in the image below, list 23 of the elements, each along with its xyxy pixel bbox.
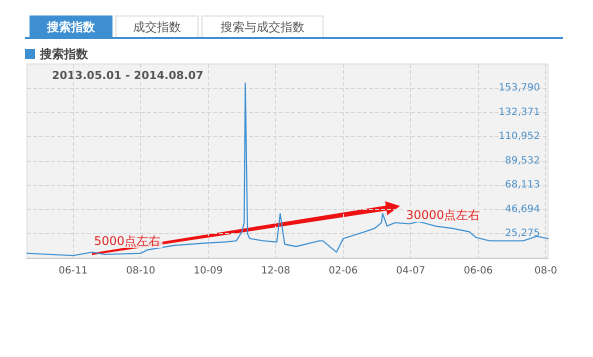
text: 2013.05.01 - 2014.08.07 — [52, 69, 204, 82]
x-tick-label: 06-11 — [58, 266, 88, 276]
x-tick-label: 08-10 — [126, 266, 156, 276]
x-tick-label: 02-06 — [328, 266, 358, 276]
annotation: 5000点左右 — [94, 234, 161, 248]
legend-label: 搜索指数 — [39, 47, 89, 61]
y-tick-label: 132,371 — [498, 106, 540, 118]
y-tick-label: 110,952 — [498, 131, 540, 142]
x-tick-label: 06-06 — [464, 266, 493, 276]
y-tick-label: 68,113 — [505, 180, 540, 191]
y-tick-label: 46,694 — [505, 204, 540, 215]
y-tick-label: 89,532 — [505, 155, 540, 166]
x-tick-label: 04-07 — [396, 266, 426, 276]
text: 搜索指数 — [46, 20, 96, 34]
text: 成交指数 — [133, 20, 181, 34]
text: 搜索与成交指数 — [220, 20, 304, 34]
annotation: 30000点左右 — [406, 208, 480, 222]
line-series — [26, 82, 549, 256]
y-tick-label: 153,790 — [498, 82, 540, 94]
x-tick-label: 10-09 — [194, 266, 223, 276]
y-tick-label: 25,275 — [505, 228, 540, 240]
x-tick-label: 12-08 — [261, 266, 290, 276]
x-tick-label: 08-0 — [534, 266, 558, 276]
